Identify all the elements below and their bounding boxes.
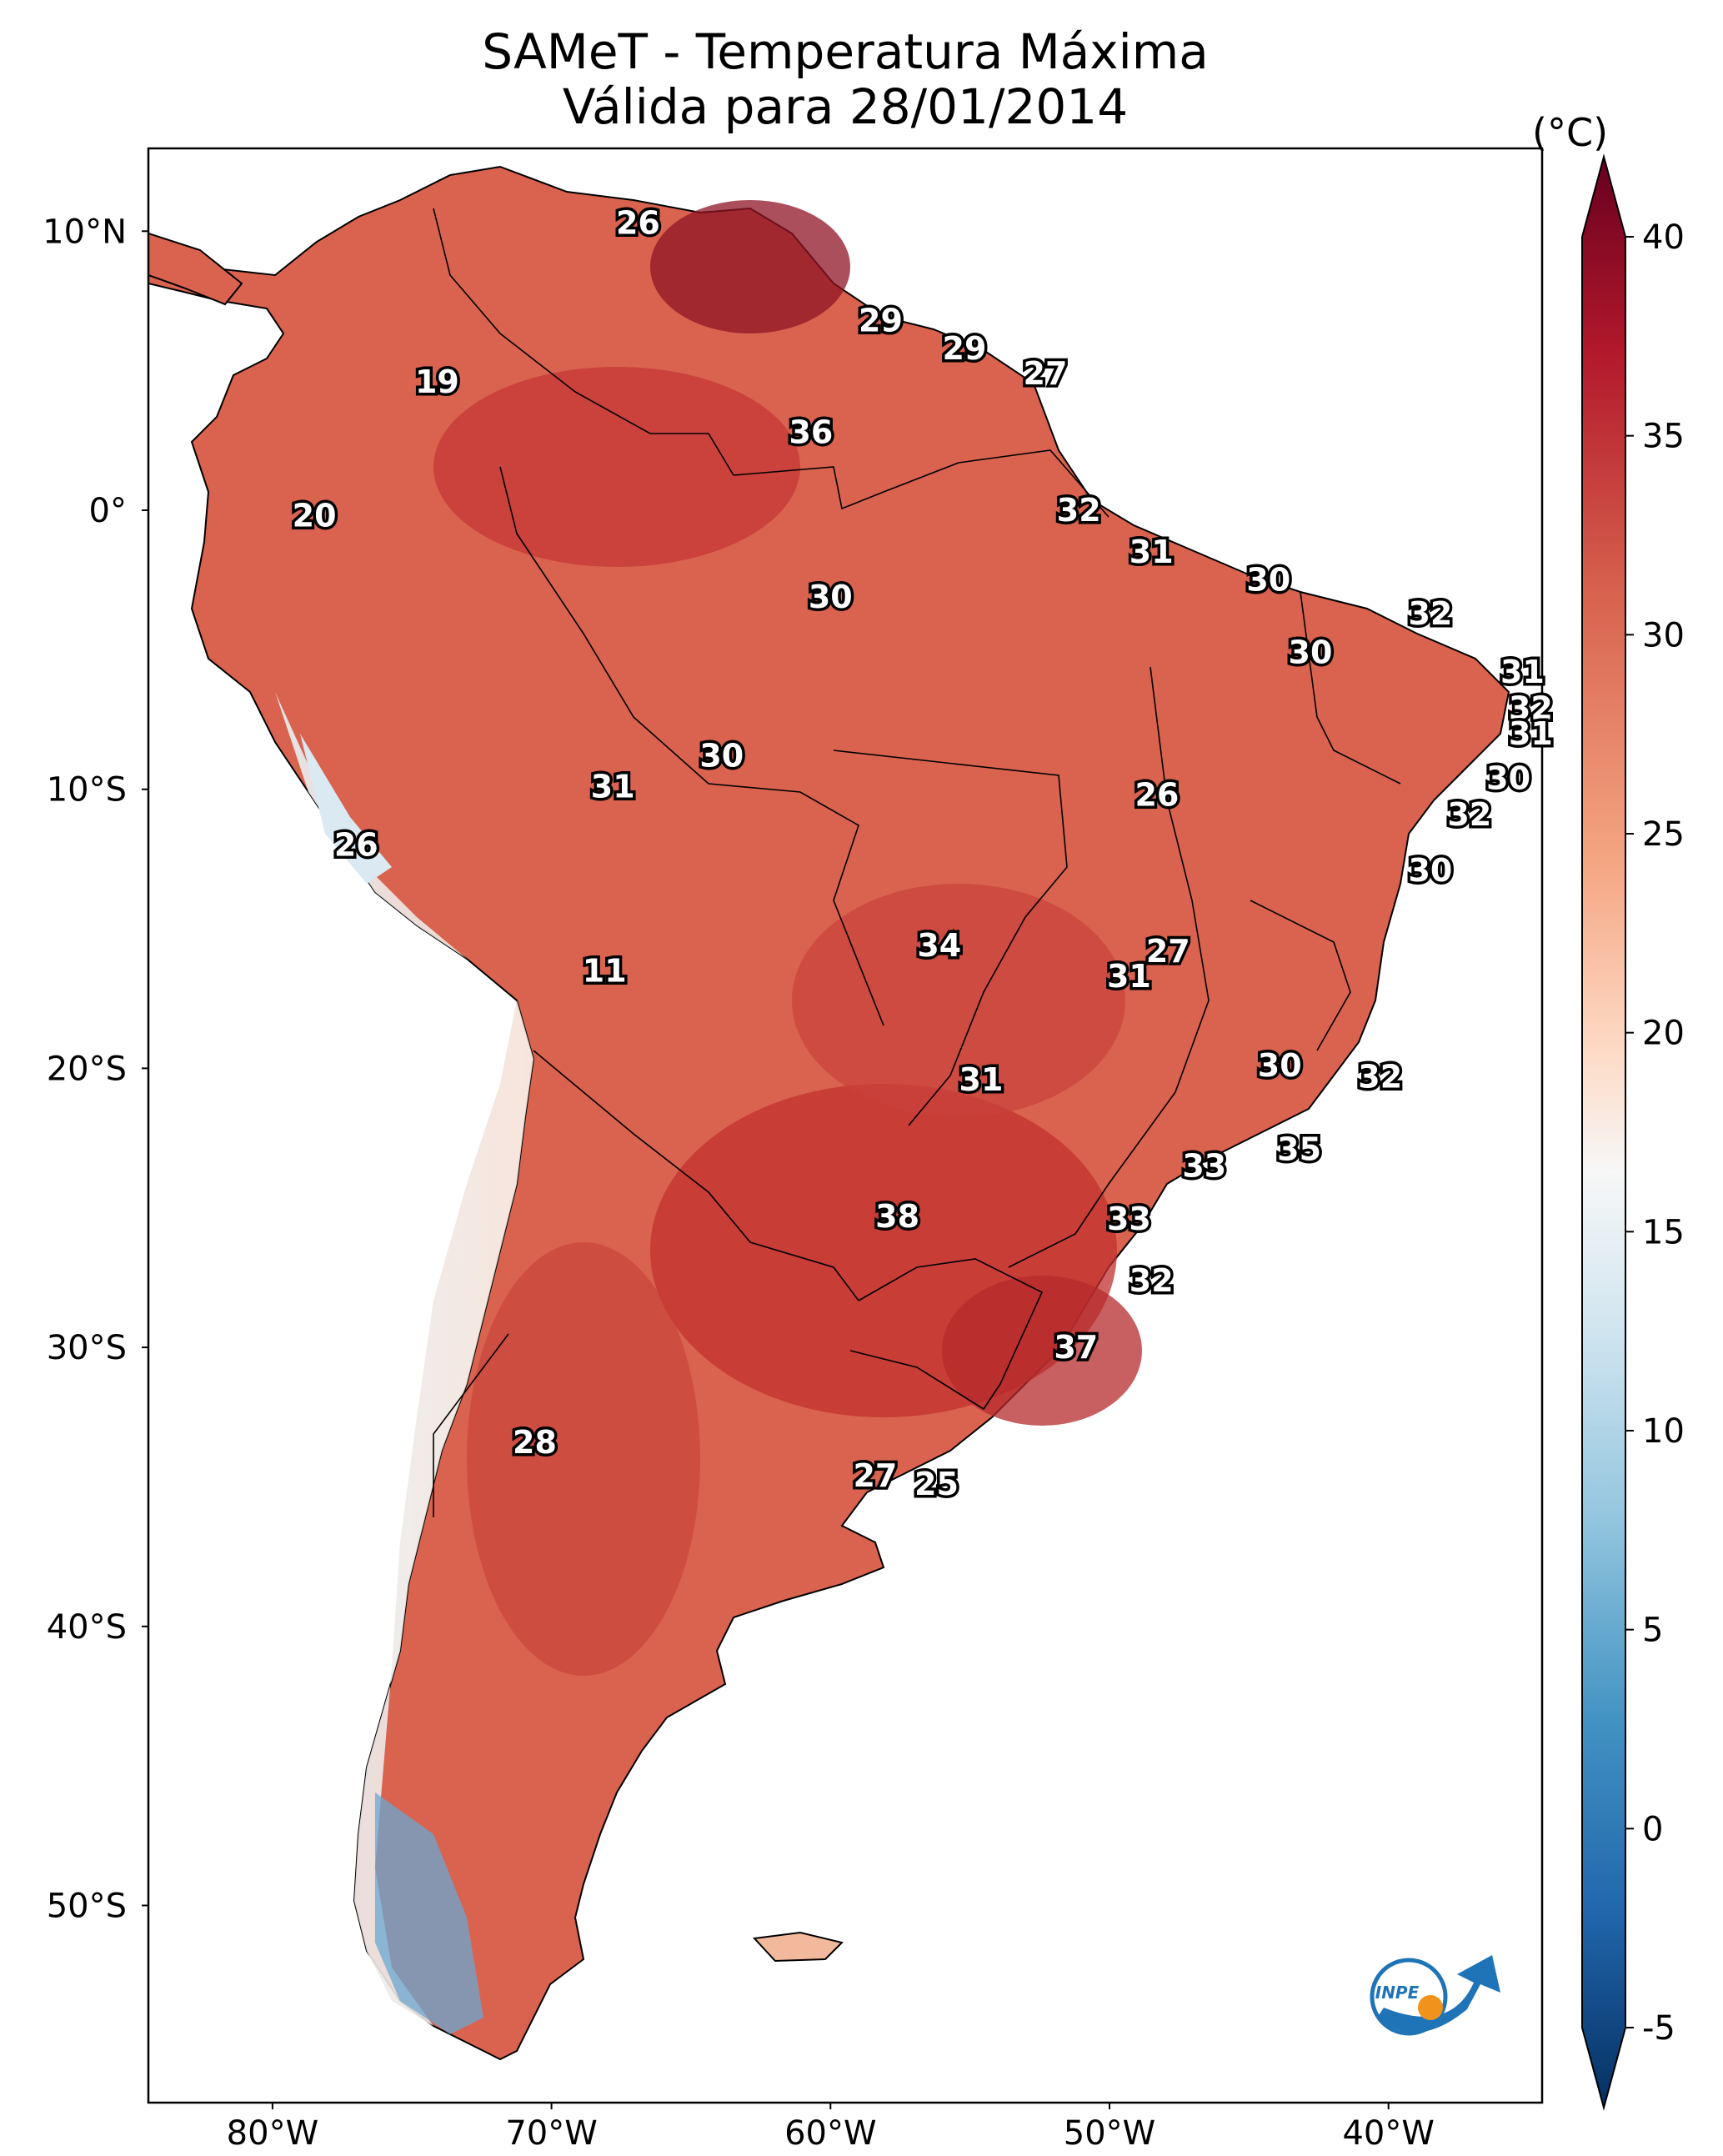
station-value-label: 30 xyxy=(1486,760,1530,796)
station-value-label: 27 xyxy=(853,1457,897,1494)
longitude-tick-label: 70°W xyxy=(505,2114,597,2153)
longitude-tick-label: 60°W xyxy=(784,2114,876,2153)
latitude-tick-label: 40°S xyxy=(47,1608,127,1647)
colorbar-tick-label: 30 xyxy=(1642,616,1685,654)
station-value-label: 20 xyxy=(293,498,337,534)
colorbar xyxy=(1581,153,1626,2111)
colorbar-tick-label: 20 xyxy=(1642,1015,1685,1053)
longitude-tick-label: 80°W xyxy=(227,2114,318,2153)
station-value-label: 31 xyxy=(1509,715,1553,752)
station-value-label: 30 xyxy=(809,579,853,615)
continent-layer xyxy=(148,165,1510,2061)
country-borders xyxy=(433,208,1401,1517)
hot-zone-venezuela xyxy=(433,367,800,567)
colorbar-tick-label: 0 xyxy=(1642,1810,1663,1848)
station-value-label: 32 xyxy=(1358,1058,1402,1095)
hot-zone-llanos xyxy=(650,200,850,333)
station-value-label: 30 xyxy=(1289,634,1333,671)
colorbar-tick-label: 40 xyxy=(1642,218,1685,257)
station-value-label: 33 xyxy=(1107,1201,1151,1237)
station-value-label: 38 xyxy=(875,1198,919,1235)
latitude-tick-label: 50°S xyxy=(47,1888,127,1926)
station-value-label: 31 xyxy=(1500,654,1545,690)
colorbar-tick-label: 15 xyxy=(1642,1213,1685,1251)
hot-zone-rio-grande xyxy=(942,1276,1142,1426)
longitude-tick-label: 40°W xyxy=(1342,2114,1434,2153)
station-value-label: 32 xyxy=(1509,690,1553,727)
latitude-tick-label: 10°N xyxy=(43,213,127,251)
station-value-label: 36 xyxy=(789,414,833,450)
longitude-ticks: 80°W 70°W 60°W 50°W 40°W xyxy=(227,2103,1435,2153)
station-value-label: 25 xyxy=(914,1466,959,1502)
inpe-logo-text: INPE xyxy=(1375,1983,1420,2003)
patagonia-cold-zone xyxy=(375,1792,483,2034)
map-title-line1: SAMeT - Temperatura Máxima xyxy=(482,23,1209,80)
inpe-logo: INPE xyxy=(1370,1955,1500,2036)
station-value-label: 27 xyxy=(1024,355,1068,392)
station-value-label: 30 xyxy=(1408,852,1452,889)
station-value-label: 30 xyxy=(1246,562,1290,599)
station-value-label: 11 xyxy=(583,952,627,989)
colorbar-ticks: 40 35 30 25 20 15 10 5 0 -5 xyxy=(1625,218,1685,2048)
hot-zone-argentina xyxy=(467,1242,700,1676)
station-value-label: 29 xyxy=(943,330,987,367)
station-value-label: 30 xyxy=(699,738,744,775)
hot-zone-mato-grosso xyxy=(792,884,1125,1117)
panama-landmass xyxy=(148,232,243,306)
station-value-label: 26 xyxy=(334,827,378,864)
station-value-label: 26 xyxy=(1134,776,1179,813)
colorbar-tick-label: 35 xyxy=(1642,418,1685,456)
station-value-label: 32 xyxy=(1129,1262,1174,1299)
latitude-tick-label: 30°S xyxy=(47,1329,127,1367)
latitude-tick-label: 0° xyxy=(89,492,127,530)
station-value-label: 29 xyxy=(859,302,903,338)
falkland-islands xyxy=(752,1931,844,1963)
station-value-label: 31 xyxy=(591,768,635,805)
latitude-tick-label: 20°S xyxy=(47,1050,127,1088)
colorbar-tick-label: 5 xyxy=(1642,1612,1663,1650)
station-value-label: 31 xyxy=(1107,958,1151,995)
station-value-label: 32 xyxy=(1447,796,1491,833)
colorbar-tick-label: 10 xyxy=(1642,1412,1685,1451)
latitude-ticks: 10°N 0° 10°S 20°S 30°S 40°S 50°S xyxy=(43,213,148,1926)
station-value-label: 26 xyxy=(616,204,660,241)
plot-frame xyxy=(147,147,1544,2104)
longitude-tick-label: 50°W xyxy=(1064,2114,1155,2153)
station-value-label: 32 xyxy=(1057,492,1101,529)
station-value-label: 31 xyxy=(959,1061,1004,1098)
station-value-label: 28 xyxy=(513,1424,557,1461)
station-value-label: 31 xyxy=(1129,534,1174,570)
map-title-line2: Válida para 28/01/2014 xyxy=(562,78,1129,135)
station-value-label: 27 xyxy=(1146,933,1190,970)
station-value-label: 34 xyxy=(917,927,961,964)
station-value-label: 19 xyxy=(415,364,459,400)
peru-cool-strip xyxy=(300,734,392,884)
station-value-label: 30 xyxy=(1258,1047,1302,1084)
station-value-label: 35 xyxy=(1277,1131,1321,1168)
station-value-label: 32 xyxy=(1408,595,1452,632)
station-value-label: 37 xyxy=(1054,1329,1098,1366)
colorbar-unit: (°C) xyxy=(1532,110,1609,155)
colorbar-tick-label: -5 xyxy=(1642,2009,1675,2048)
latitude-tick-label: 10°S xyxy=(47,771,127,810)
colorbar-tick-label: 25 xyxy=(1642,815,1685,854)
station-value-label: 33 xyxy=(1182,1148,1226,1185)
